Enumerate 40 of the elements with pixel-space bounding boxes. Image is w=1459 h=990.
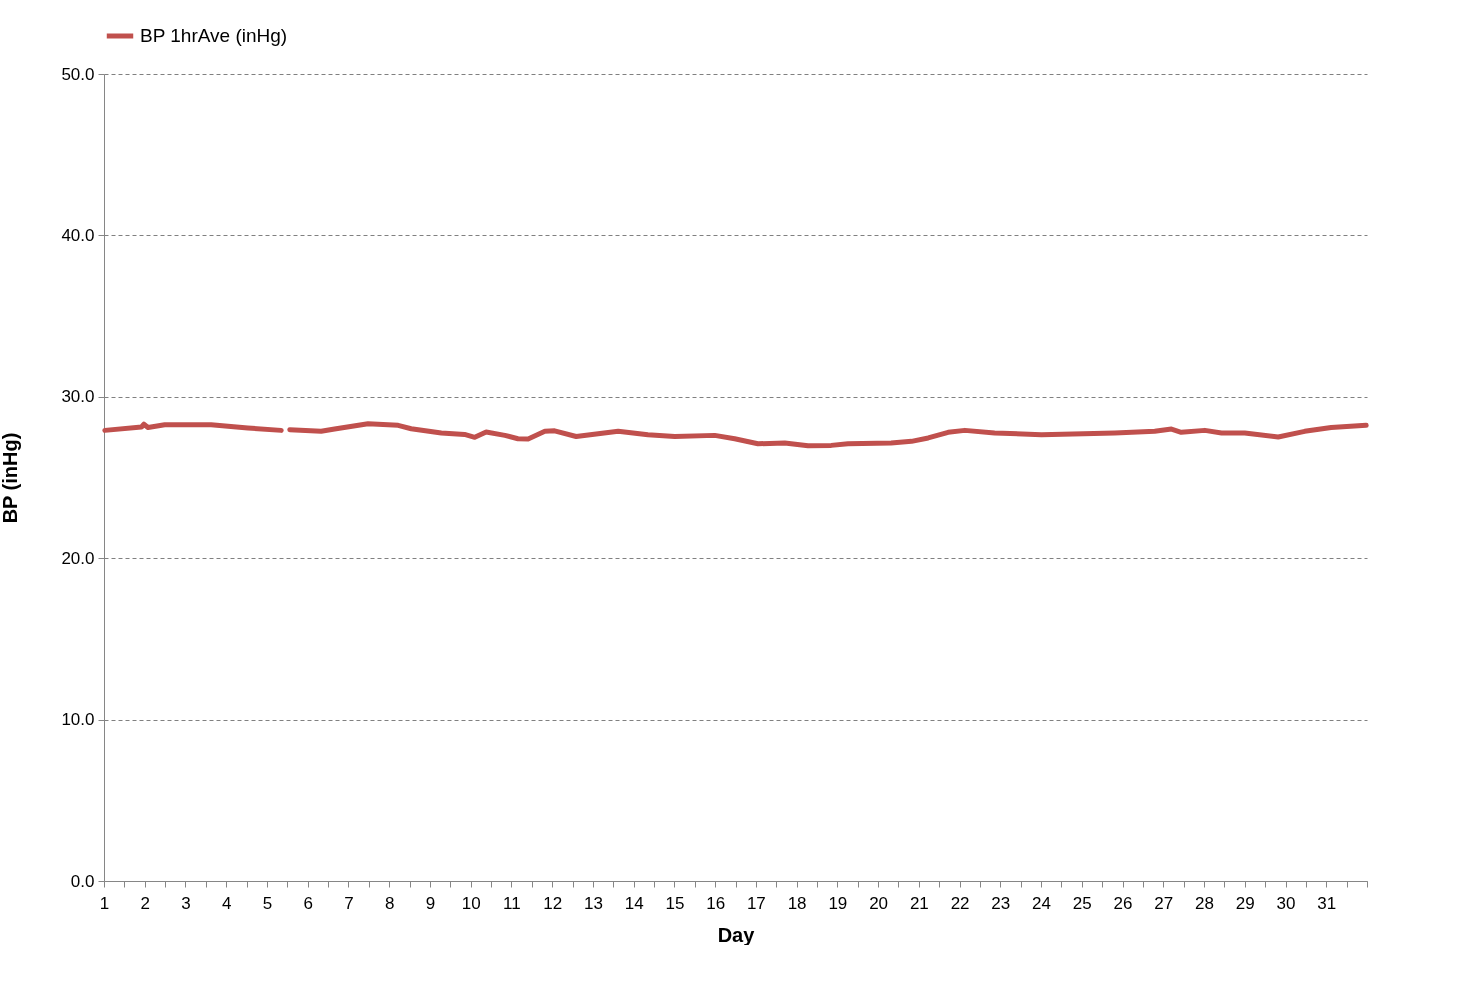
x-tick-label: 23 (991, 893, 1011, 913)
x-tick-label: 18 (787, 893, 807, 913)
y-tick-label: 0.0 (70, 871, 95, 891)
x-tick-label: 15 (665, 893, 685, 913)
x-axis-title: Day (717, 923, 756, 946)
x-tick-label: 29 (1235, 893, 1255, 913)
x-tick-label: 8 (384, 893, 395, 913)
x-tick-label: 25 (1072, 893, 1092, 913)
y-tick-label: 40.0 (61, 225, 95, 245)
x-tick-label: 14 (624, 893, 644, 913)
x-tick-label: 9 (425, 893, 436, 913)
x-tick-label: 17 (746, 893, 766, 913)
x-tick-label: 1 (99, 893, 110, 913)
x-tick-label: 16 (706, 893, 726, 913)
y-axis-title: BP (inHg) (0, 432, 22, 524)
x-tick-label: 13 (583, 893, 603, 913)
x-tick-label: 4 (221, 893, 232, 913)
x-tick-label: 3 (181, 893, 191, 913)
x-tick-label: 21 (909, 893, 929, 913)
x-tick-label: 26 (1113, 893, 1133, 913)
x-tick-label: 24 (1032, 893, 1052, 913)
x-tick-label: 2 (140, 893, 150, 913)
x-tick-label: 6 (303, 893, 313, 913)
x-tick-label: 27 (1154, 893, 1174, 913)
y-tick-label: 50.0 (61, 64, 95, 84)
y-tick-label: 30.0 (61, 387, 95, 407)
x-tick-label: 12 (543, 893, 563, 913)
x-tick-label: 28 (1195, 893, 1214, 913)
y-tick-label: 10.0 (61, 710, 95, 730)
x-tick-label: 20 (869, 893, 889, 913)
y-tick-label: 20.0 (61, 548, 95, 568)
x-tick-label: 11 (503, 893, 521, 913)
x-tick-label: 19 (828, 893, 848, 913)
x-tick-label: 22 (950, 893, 970, 913)
legend-label: BP 1hrAve (inHg) (140, 25, 288, 46)
x-tick-label: 7 (344, 893, 354, 913)
x-tick-label: 10 (461, 893, 481, 913)
x-tick-label: 31 (1317, 893, 1337, 913)
x-tick-label: 5 (262, 893, 273, 913)
x-tick-label: 30 (1276, 893, 1296, 913)
